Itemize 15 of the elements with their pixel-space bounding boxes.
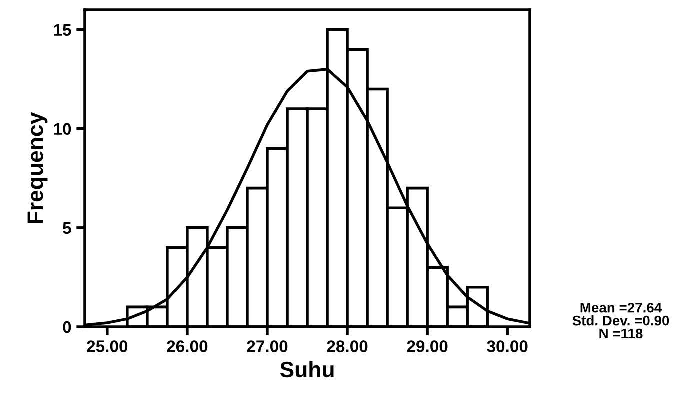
x-tick-label: 28.00: [327, 340, 368, 352]
x-axis-title: Suhu: [280, 361, 334, 378]
y-tick-label: 15: [54, 24, 72, 36]
x-tick-label: 26.00: [167, 340, 208, 352]
y-axis-title: Frequency: [28, 112, 48, 224]
x-tick-label: 29.00: [407, 340, 448, 352]
y-tick-label: 10: [54, 123, 72, 136]
text: Mean =27.64: [580, 302, 662, 313]
text: Std. Dev. =0.90: [572, 316, 670, 326]
y-tick-label: 0: [63, 321, 72, 334]
text: N =118: [600, 328, 643, 339]
y-tick-label: 5: [63, 222, 72, 234]
x-tick-label: 25.00: [87, 340, 128, 352]
x-tick-label: 30.00: [487, 340, 528, 352]
x-tick-label: 27.00: [247, 340, 288, 352]
